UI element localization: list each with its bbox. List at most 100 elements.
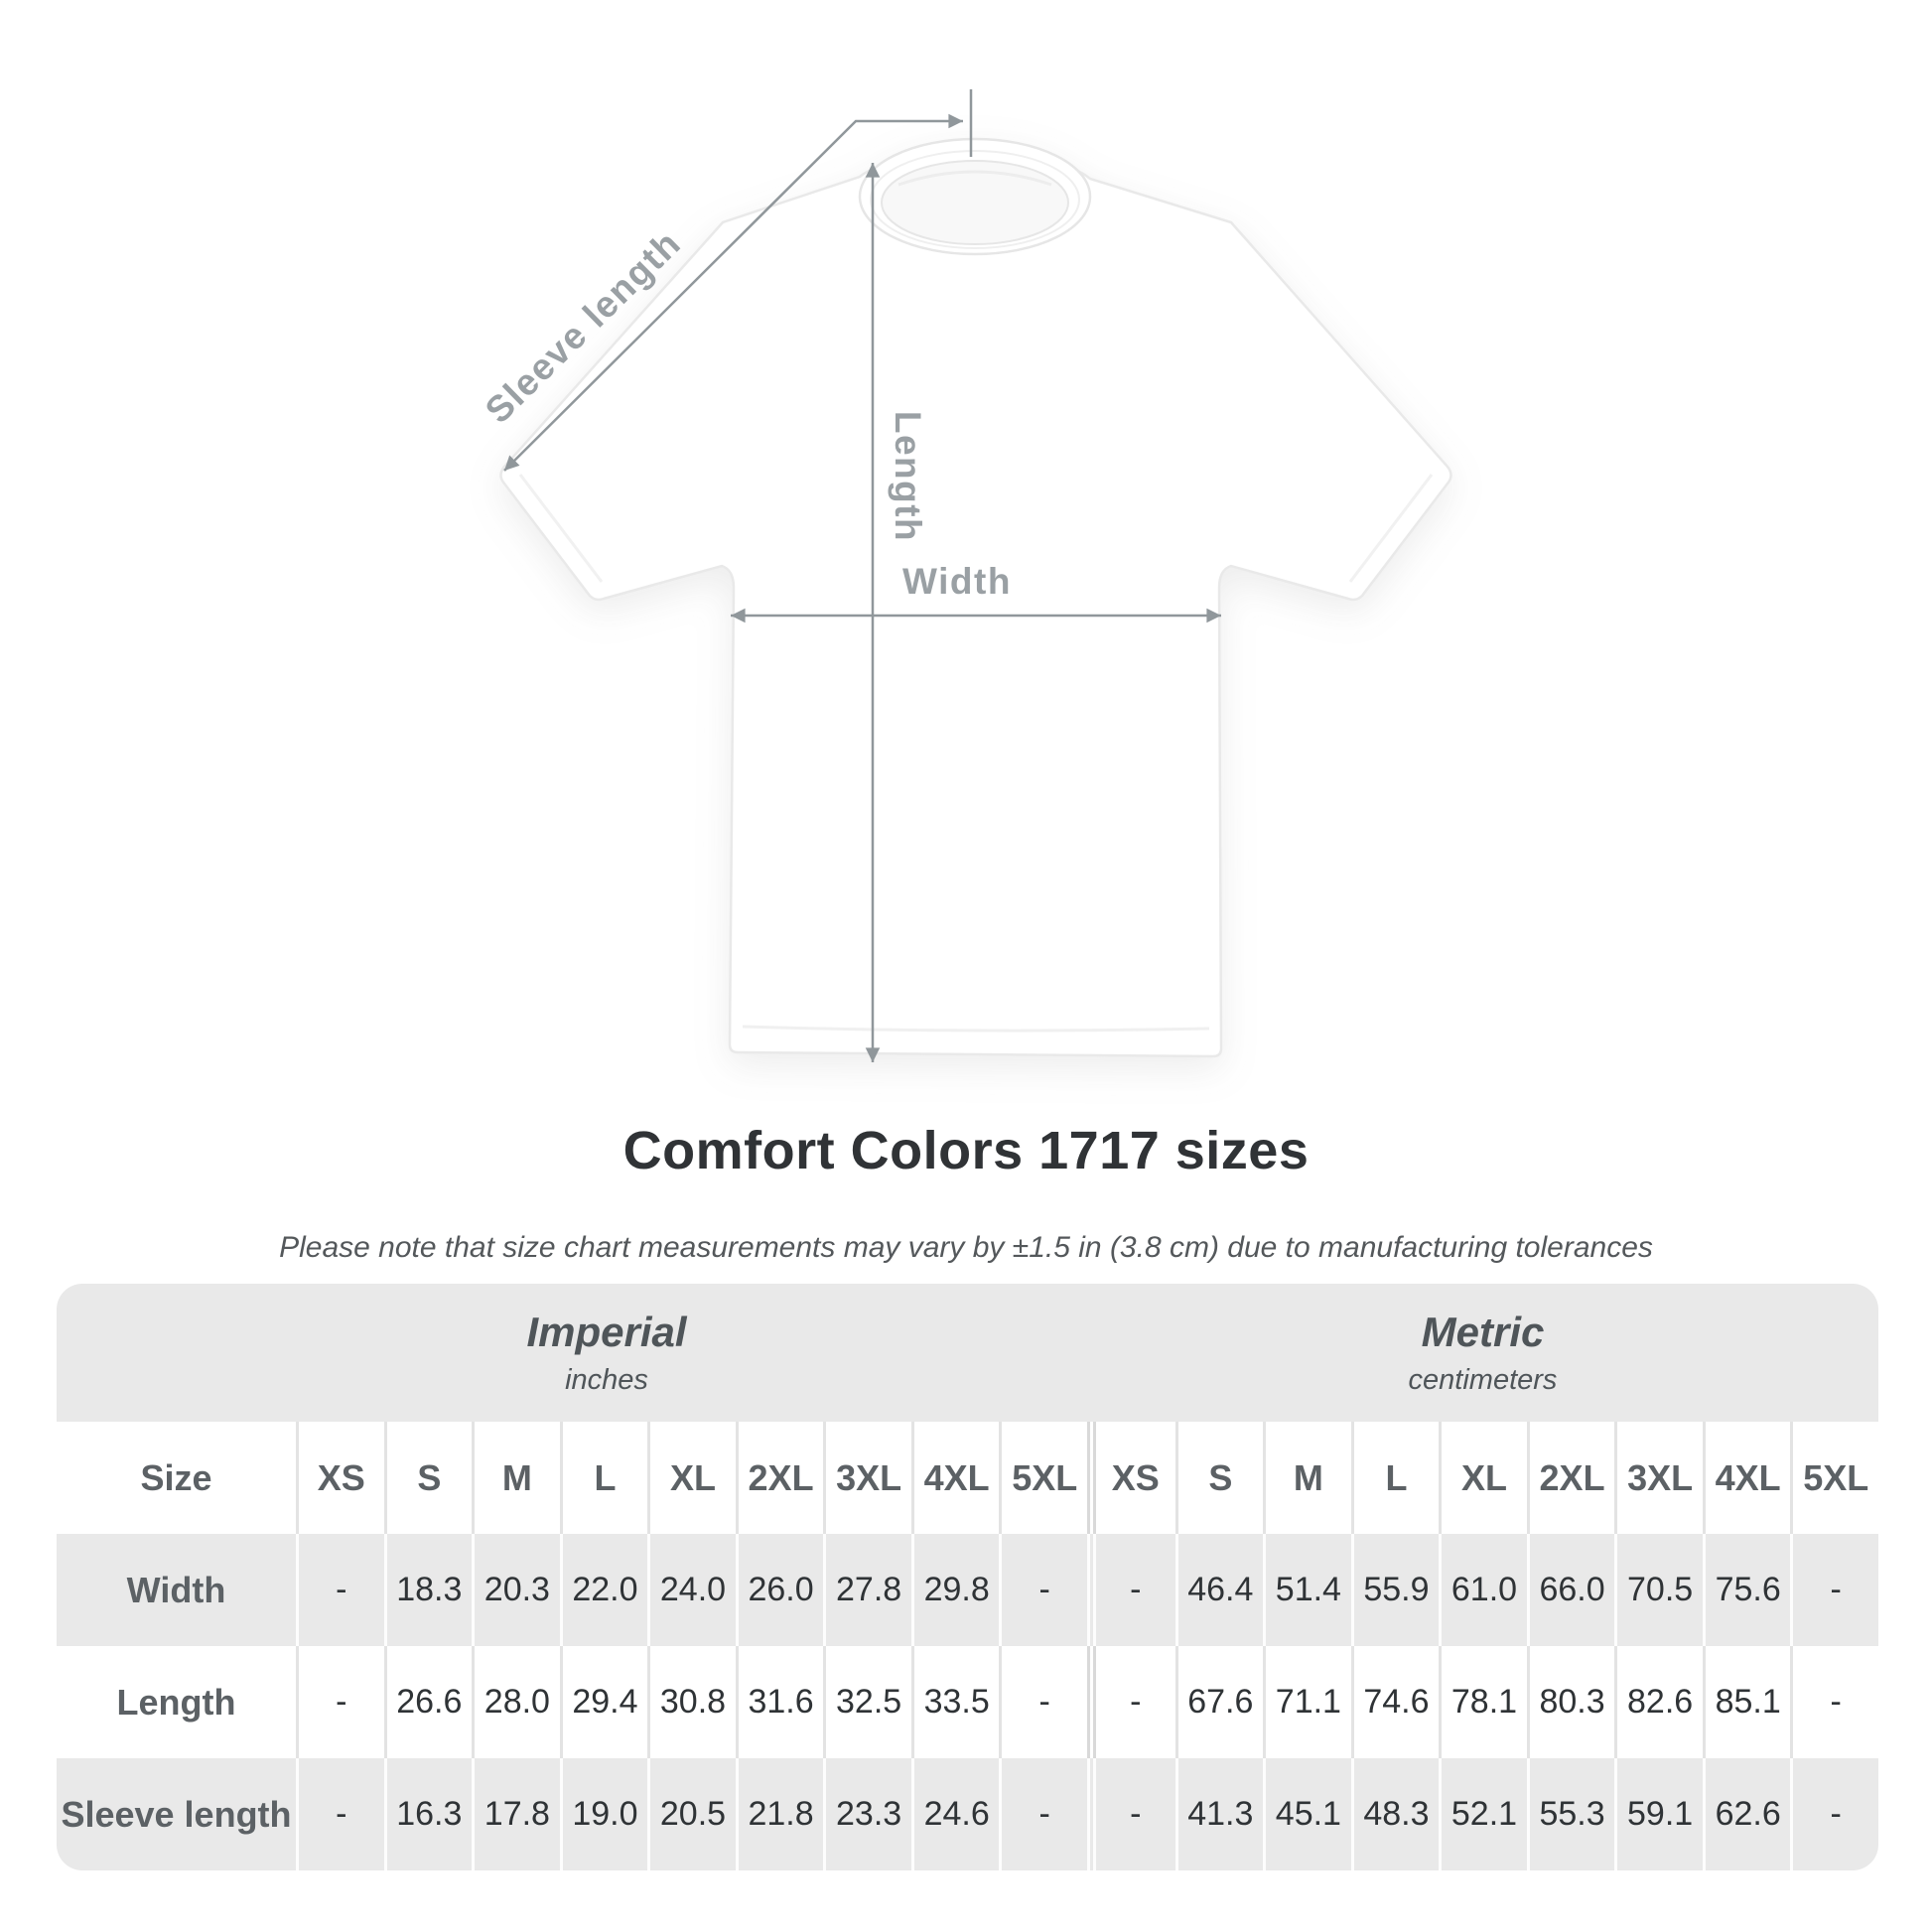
measurement-value-cell: 52.1 [1439, 1758, 1527, 1870]
measurement-value-cell: 18.3 [383, 1534, 473, 1646]
sleeve-length-arrow [503, 113, 963, 472]
measurement-value-cell: 32.5 [823, 1646, 911, 1758]
size-column-header: 2XL [735, 1422, 824, 1534]
measurement-value-cell: 80.3 [1526, 1646, 1615, 1758]
size-header-label: Size [140, 1456, 212, 1498]
measurement-value-cell: - [999, 1758, 1087, 1870]
right-cuff-stitch [1348, 474, 1434, 583]
size-column-header: 3XL [823, 1422, 911, 1534]
measurement-value-cell: 82.6 [1614, 1646, 1703, 1758]
tshirt-measurement-diagram: Sleeve length Length Width [478, 89, 1452, 1062]
measurement-value-cell: 26.6 [383, 1646, 473, 1758]
measurement-value-cell: 29.8 [910, 1534, 1000, 1646]
size-column-header: 5XL [1790, 1422, 1878, 1534]
measurement-row-label: Sleeve length [61, 1793, 292, 1835]
measurement-value-cell: 17.8 [472, 1758, 560, 1870]
measurement-value-cell: 27.8 [823, 1534, 911, 1646]
size-column-header: L [559, 1422, 648, 1534]
measurement-value-cell: 46.4 [1174, 1534, 1264, 1646]
collar-inner [881, 160, 1069, 245]
measurement-row: Sleeve length -16.3 17.8 19.0 20.5 21.8 23.3 24… [57, 1758, 1878, 1870]
unit-group-imperial: Imperial inches [57, 1284, 1087, 1422]
size-header-row: Size XS S M L XL 2XL 3XL 4XL 5XL XS S M L XL 2XL 3XL 4XL 5… [57, 1422, 1878, 1534]
length-label: Length [888, 411, 928, 542]
measurement-value-cell: 62.6 [1702, 1758, 1791, 1870]
measurement-value-cell: 71.1 [1263, 1646, 1351, 1758]
measurement-value-cell: 24.6 [910, 1758, 1000, 1870]
measurement-value-cell: 21.8 [735, 1758, 824, 1870]
measurement-value-cell: 20.5 [647, 1758, 736, 1870]
measurement-row-label: Width [126, 1569, 226, 1610]
measurement-value-cell: 67.6 [1174, 1646, 1264, 1758]
measurement-value-cell: - [999, 1646, 1087, 1758]
measurement-value-cell: - [1087, 1758, 1175, 1870]
measurement-value-cell: 41.3 [1174, 1758, 1264, 1870]
measurement-value-cell: 26.0 [735, 1534, 824, 1646]
measurement-value-cell: 22.0 [559, 1534, 648, 1646]
measurement-value-cell: - [296, 1758, 384, 1870]
unit-group-name: Metric [1421, 1309, 1545, 1355]
unit-group-unit: inches [565, 1364, 648, 1396]
size-column-header: XL [1439, 1422, 1527, 1534]
measurement-value-cell: - [296, 1646, 384, 1758]
page-subtitle: Please note that size chart measurements… [279, 1231, 1653, 1264]
size-table-body: Size XS S M L XL 2XL 3XL 4XL 5XL XS S M L XL 2XL 3XL 4XL 5… [57, 1422, 1878, 1870]
measurement-value-cell: - [1790, 1646, 1878, 1758]
measurement-value-cell: 48.3 [1350, 1758, 1440, 1870]
measurement-value-cell: 66.0 [1526, 1534, 1615, 1646]
measurement-value-cell: 75.6 [1702, 1534, 1791, 1646]
measurement-value-cell: - [999, 1534, 1087, 1646]
measurement-value-cell: - [1790, 1758, 1878, 1870]
size-column-header: S [1174, 1422, 1264, 1534]
size-table: Imperial inches Metric centimeters Size X… [57, 1284, 1878, 1870]
size-column-header: 4XL [1702, 1422, 1791, 1534]
size-column-header: 3XL [1614, 1422, 1703, 1534]
size-column-header: XS [296, 1422, 384, 1534]
measurement-value-cell: - [1087, 1646, 1175, 1758]
measurement-value-cell: 55.9 [1350, 1534, 1440, 1646]
measurement-row-label: Length [116, 1681, 236, 1723]
measurement-value-cell: 16.3 [383, 1758, 473, 1870]
size-column-header: 2XL [1526, 1422, 1615, 1534]
measurement-value-cell: - [1790, 1534, 1878, 1646]
measurement-value-cell: 19.0 [559, 1758, 648, 1870]
left-cuff-stitch [518, 474, 604, 583]
size-column-header: L [1350, 1422, 1440, 1534]
unit-group-name: Imperial [526, 1309, 687, 1355]
measurement-value-cell: 55.3 [1526, 1758, 1615, 1870]
size-column-header: M [1263, 1422, 1351, 1534]
width-label: Width [902, 561, 1012, 602]
measurement-value-cell: 29.4 [559, 1646, 648, 1758]
measurement-value-cell: 23.3 [823, 1758, 911, 1870]
measurement-value-cell: 74.6 [1350, 1646, 1440, 1758]
measurement-value-cell: 70.5 [1614, 1534, 1703, 1646]
measurement-value-cell: 33.5 [910, 1646, 1000, 1758]
hem-stitch [742, 1025, 1210, 1033]
measurement-row: Width -18.3 20.3 22.0 24.0 26.0 27.8 29.8- -46.4… [57, 1534, 1878, 1646]
measurement-value-cell: 20.3 [472, 1534, 560, 1646]
measurement-value-cell: 24.0 [647, 1534, 736, 1646]
size-column-header: 5XL [999, 1422, 1087, 1534]
page-title: Comfort Colors 1717 sizes [622, 1121, 1310, 1180]
size-column-header: 4XL [910, 1422, 1000, 1534]
measurement-value-cell: - [296, 1534, 384, 1646]
measurement-value-cell: 78.1 [1439, 1646, 1527, 1758]
measurement-value-cell: 45.1 [1263, 1758, 1351, 1870]
measurement-value-cell: 28.0 [472, 1646, 560, 1758]
size-column-header: S [383, 1422, 473, 1534]
size-column-header: XS [1087, 1422, 1175, 1534]
measurement-value-cell: 59.1 [1614, 1758, 1703, 1870]
measurement-value-cell: 30.8 [647, 1646, 736, 1758]
unit-group-unit: centimeters [1408, 1364, 1558, 1396]
measurement-value-cell: 61.0 [1439, 1534, 1527, 1646]
size-column-header: M [472, 1422, 560, 1534]
unit-band: Imperial inches Metric centimeters [57, 1284, 1878, 1422]
unit-group-metric: Metric centimeters [1087, 1284, 1878, 1422]
size-column-header: XL [647, 1422, 736, 1534]
measurement-row: Length -26.6 28.0 29.4 30.8 31.6 32.5 33.5- -67.… [57, 1646, 1878, 1758]
measurement-value-cell: 85.1 [1702, 1646, 1791, 1758]
measurement-value-cell: - [1087, 1534, 1175, 1646]
measurement-value-cell: 51.4 [1263, 1534, 1351, 1646]
measurement-value-cell: 31.6 [735, 1646, 824, 1758]
